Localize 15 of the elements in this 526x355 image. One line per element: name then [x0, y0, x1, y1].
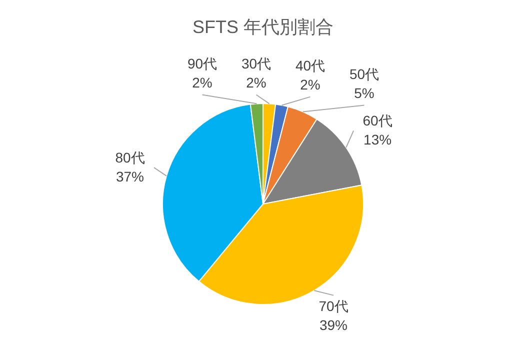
- data-label: 13%: [364, 132, 392, 148]
- data-label: 2%: [192, 74, 212, 91]
- chart-title: SFTS 年代別割合: [192, 16, 334, 37]
- data-label: 2%: [300, 76, 320, 93]
- slice-label: 80代: [115, 149, 145, 166]
- slice-label: 60代: [362, 112, 392, 129]
- data-label: 39%: [319, 317, 348, 334]
- slice-label: 90代: [187, 56, 218, 72]
- data-label: 2%: [246, 74, 266, 91]
- data-label: 37%: [116, 168, 144, 184]
- slice-label: 50代: [349, 66, 380, 82]
- data-label: 5%: [354, 85, 374, 102]
- slice-label: 30代: [241, 56, 272, 72]
- slice-label: 40代: [295, 58, 326, 74]
- slice-label: 70代: [318, 298, 348, 314]
